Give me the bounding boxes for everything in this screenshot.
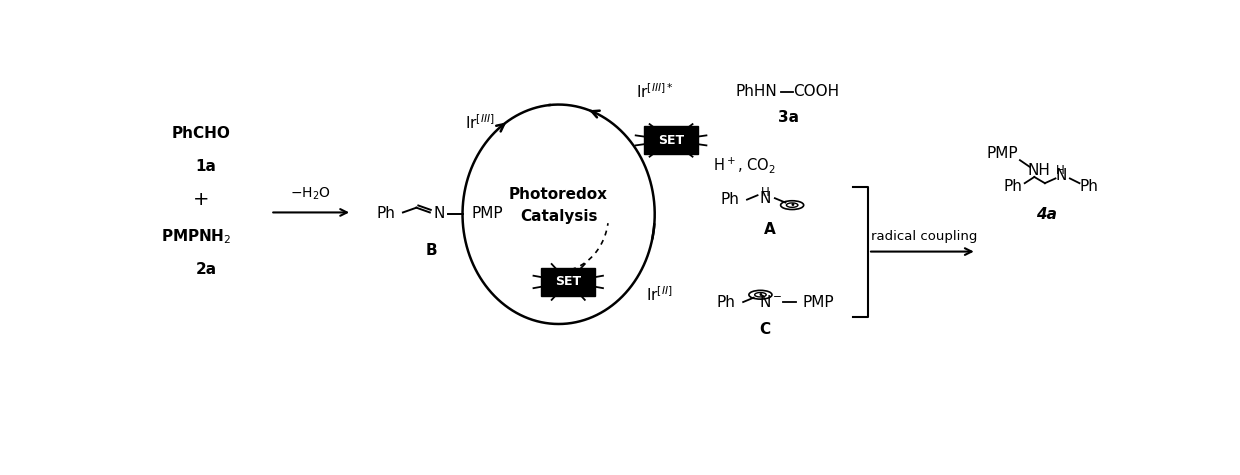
Text: SET: SET — [658, 134, 684, 147]
Text: PMP: PMP — [471, 206, 503, 221]
Text: Catalysis: Catalysis — [520, 209, 598, 224]
Text: H: H — [761, 186, 770, 199]
Text: Ph: Ph — [376, 206, 396, 221]
Text: •: • — [789, 200, 795, 210]
Text: PMP: PMP — [802, 294, 835, 310]
Text: $-$H$_2$O: $-$H$_2$O — [290, 186, 331, 202]
FancyBboxPatch shape — [644, 126, 698, 154]
Text: C: C — [760, 322, 771, 337]
Text: Ph: Ph — [1003, 180, 1023, 194]
Text: N: N — [1055, 168, 1066, 183]
Text: 2a: 2a — [196, 262, 217, 276]
Text: •: • — [758, 290, 764, 300]
Text: Ir$^{[III]}$: Ir$^{[III]}$ — [465, 114, 495, 132]
Text: PMP: PMP — [987, 146, 1018, 162]
Text: H$^+$, CO$_2$: H$^+$, CO$_2$ — [713, 155, 775, 175]
Text: N: N — [760, 190, 771, 206]
Text: NH: NH — [1028, 163, 1050, 178]
Text: COOH: COOH — [794, 84, 839, 99]
Text: N$^-$: N$^-$ — [759, 294, 782, 310]
Text: Ir$^{[II]}$: Ir$^{[II]}$ — [646, 285, 673, 304]
Text: +: + — [193, 190, 210, 209]
FancyBboxPatch shape — [542, 268, 595, 296]
Text: PhCHO: PhCHO — [171, 126, 231, 141]
Text: SET: SET — [556, 276, 582, 288]
Text: 4a: 4a — [1037, 207, 1058, 222]
Text: Ph: Ph — [717, 294, 735, 310]
Text: Ir$^{[III]*}$: Ir$^{[III]*}$ — [636, 82, 673, 101]
Text: N: N — [434, 206, 445, 221]
Text: PMPNH$_2$: PMPNH$_2$ — [161, 227, 232, 246]
Text: Ph: Ph — [720, 192, 739, 207]
Text: 3a: 3a — [777, 110, 799, 125]
Text: A: A — [764, 222, 776, 237]
Text: PhHN: PhHN — [735, 84, 777, 99]
Text: radical coupling: radical coupling — [870, 230, 977, 243]
Text: 1a: 1a — [196, 159, 216, 174]
Text: Ph: Ph — [1080, 180, 1099, 194]
Text: Photoredox: Photoredox — [510, 187, 608, 202]
Text: B: B — [427, 243, 438, 258]
Text: H: H — [1056, 164, 1065, 177]
